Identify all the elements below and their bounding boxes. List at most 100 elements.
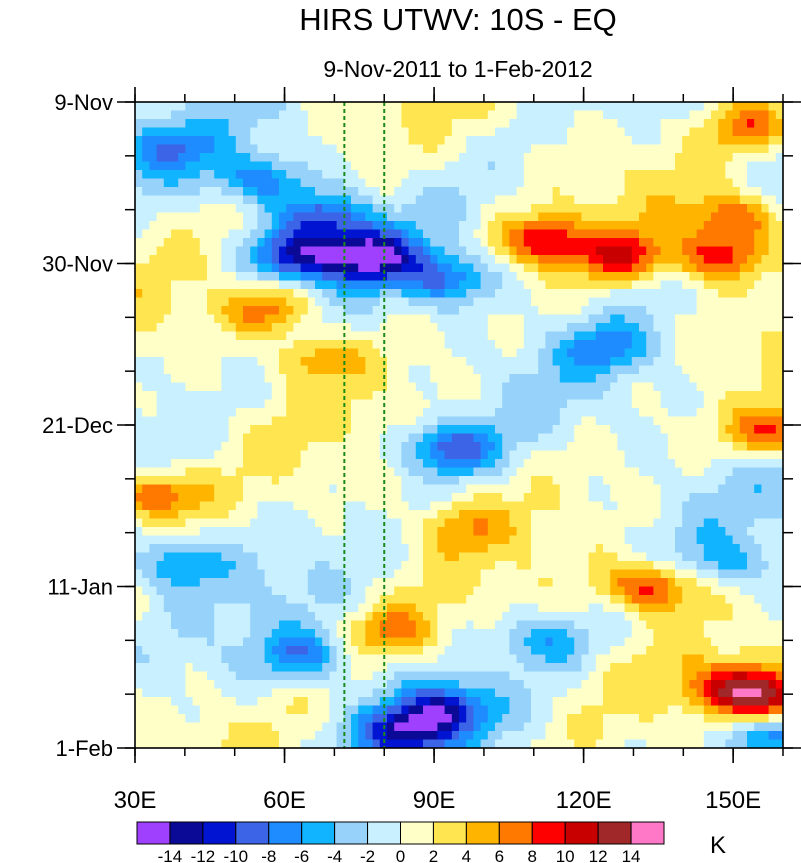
heat-cell (358, 314, 366, 324)
heat-cell (351, 212, 359, 222)
heat-cell (516, 195, 525, 205)
heat-cell (214, 467, 222, 477)
heat-cell (581, 187, 590, 197)
heat-cell (329, 382, 338, 392)
heat-cell (531, 552, 539, 562)
heat-cell (437, 153, 446, 163)
heat-cell (415, 399, 424, 409)
heat-cell (387, 144, 395, 154)
heat-cell (732, 314, 741, 324)
heat-cell (617, 110, 626, 120)
heat-cell (610, 187, 618, 197)
heat-cell (307, 127, 316, 137)
heat-cell (228, 187, 237, 197)
heat-cell (610, 297, 618, 307)
heat-cell (207, 102, 215, 112)
heat-cell (559, 348, 568, 358)
heat-cell (603, 518, 611, 528)
heat-cell (451, 289, 460, 299)
heat-cell (264, 238, 273, 248)
heat-cell (516, 416, 525, 426)
heat-cell (451, 306, 460, 316)
heat-cell (178, 314, 186, 324)
heat-cell (387, 102, 395, 112)
heat-cell (207, 161, 215, 171)
heat-cell (199, 510, 208, 520)
heat-cell (271, 433, 280, 443)
heat-cell (171, 408, 179, 418)
heat-cell (199, 348, 208, 358)
heat-cell (199, 459, 208, 469)
heat-cell (711, 399, 719, 409)
heat-cell (747, 493, 755, 503)
heat-cell (228, 544, 237, 554)
heat-cell (595, 348, 604, 358)
heat-cell (473, 382, 482, 392)
heat-cell (725, 314, 734, 324)
heat-cell (163, 195, 172, 205)
heat-cell (660, 229, 669, 239)
heat-cell (552, 561, 561, 571)
heat-cell (207, 246, 215, 256)
heat-cell (408, 229, 417, 239)
heat-cell (711, 527, 719, 537)
heat-cell (559, 442, 568, 452)
heat-cell (653, 306, 662, 316)
heat-cell (761, 340, 770, 350)
heat-cell (430, 246, 438, 256)
heat-cell (567, 340, 575, 350)
heat-cell (178, 552, 186, 562)
heat-cell (718, 323, 726, 333)
heat-cell (279, 204, 287, 214)
heat-cell (696, 221, 705, 231)
heat-cell (415, 569, 424, 579)
heat-cell (221, 450, 230, 460)
heat-cell (711, 348, 719, 358)
heat-cell (610, 348, 618, 358)
heat-cell (192, 374, 201, 384)
heat-cell (624, 170, 633, 180)
heat-cell (545, 518, 554, 528)
heat-cell (199, 204, 208, 214)
heat-cell (732, 102, 741, 112)
heat-cell (696, 323, 705, 333)
heat-cell (610, 450, 618, 460)
heat-cell (430, 365, 438, 375)
heat-cell (646, 263, 654, 273)
heat-cell (581, 238, 590, 248)
heat-cell (329, 153, 338, 163)
heat-cell (617, 357, 626, 367)
heat-cell (293, 493, 302, 503)
heat-cell (408, 399, 417, 409)
heat-cell (214, 255, 222, 265)
heat-cell (250, 433, 258, 443)
heat-cell (351, 416, 359, 426)
heat-cell (516, 382, 525, 392)
heat-cell (747, 255, 755, 265)
heat-cell (523, 221, 532, 231)
heat-cell (653, 127, 662, 137)
heat-cell (415, 170, 424, 180)
heat-cell (214, 178, 222, 188)
heat-cell (264, 340, 273, 350)
heat-cell (430, 127, 438, 137)
heat-cell (495, 306, 503, 316)
heat-cell (178, 391, 186, 401)
heat-cell (329, 544, 338, 554)
heat-cell (437, 484, 446, 494)
heat-cell (415, 238, 424, 248)
heat-cell (495, 416, 503, 426)
heat-cell (581, 229, 590, 239)
heat-cell (300, 382, 309, 392)
heat-cell (394, 569, 402, 579)
heat-cell (444, 195, 453, 205)
heat-cell (293, 314, 302, 324)
heat-cell (567, 425, 575, 435)
heat-cell (552, 178, 561, 188)
heat-cell (509, 391, 518, 401)
heat-cell (192, 382, 201, 392)
heat-cell (509, 119, 518, 129)
heat-cell (495, 331, 503, 341)
heat-cell (415, 450, 424, 460)
heat-cell (624, 127, 633, 137)
